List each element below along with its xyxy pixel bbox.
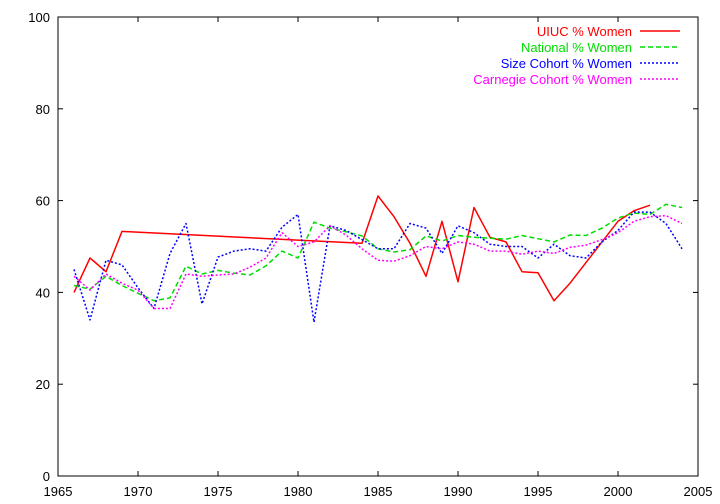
x-tick-label: 1980	[284, 484, 313, 499]
series-layer	[73, 195, 683, 323]
x-tick-label: 1965	[44, 484, 73, 499]
legend-label: National % Women	[521, 40, 632, 55]
y-tick-label: 100	[28, 10, 50, 25]
y-tick-label: 60	[36, 194, 50, 209]
y-tick-label: 80	[36, 102, 50, 117]
series-line-3	[73, 211, 683, 323]
y-tick-label: 20	[36, 377, 50, 392]
x-tick-label: 1975	[204, 484, 233, 499]
series-line-4	[73, 214, 683, 310]
y-tick-label: 40	[36, 285, 50, 300]
x-tick-label: 2000	[604, 484, 633, 499]
x-axis: 1965 1970 1975 1980 1985 1990 1995 2000 2005	[44, 17, 713, 499]
series-line-1	[73, 195, 651, 302]
x-tick-label: 1990	[444, 484, 473, 499]
legend-label: UIUC % Women	[537, 24, 632, 39]
y-axis: 0 20 40 60 80 100	[28, 10, 698, 484]
x-tick-label: 1985	[364, 484, 393, 499]
series-line-2	[73, 203, 683, 302]
y-tick-label: 0	[43, 469, 50, 484]
x-tick-label: 2005	[684, 484, 713, 499]
legend-label: Size Cohort % Women	[501, 56, 632, 71]
x-tick-label: 1970	[124, 484, 153, 499]
x-tick-label: 1995	[524, 484, 553, 499]
legend-label: Carnegie Cohort % Women	[473, 72, 632, 87]
